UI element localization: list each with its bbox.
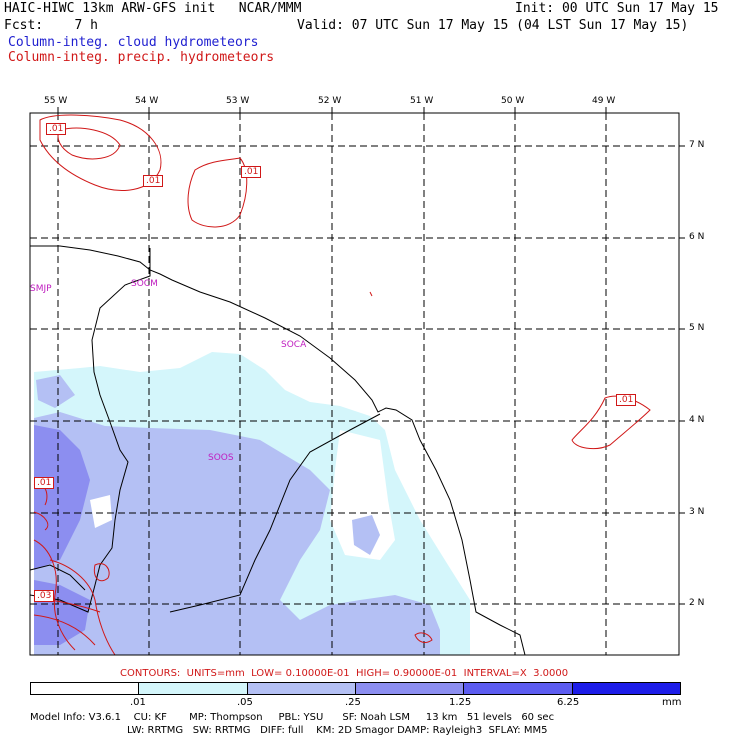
lon-label: 54 W — [135, 96, 159, 106]
lat-label: 6 N — [689, 232, 705, 242]
contour-label: .01 — [46, 123, 67, 135]
color-bin — [355, 683, 465, 694]
map-frame — [29, 112, 680, 656]
model-title: HAIC-HIWC 13km ARW-GFS init NCAR/MMM — [4, 1, 302, 16]
lon-label: 55 W — [44, 96, 68, 106]
contour-label: .01 — [34, 477, 55, 489]
colorbar-level: 6.25 — [557, 697, 580, 708]
precip-contours — [33, 114, 651, 655]
contour-label: .01 — [143, 175, 164, 187]
lat-label: 2 N — [689, 598, 705, 608]
lat-label: 7 N — [689, 140, 705, 150]
valid-time: Valid: 07 UTC Sun 17 May 15 (04 LST Sun … — [297, 18, 689, 33]
colorbar-level: .01 — [130, 697, 146, 708]
colorbar-level: 1.25 — [449, 697, 472, 708]
lat-lon-grid — [30, 113, 679, 655]
lon-label: 49 W — [592, 96, 616, 106]
init-time: Init: 00 UTC Sun 17 May 15 — [515, 1, 719, 16]
cloud-shade-medium — [34, 412, 440, 655]
forecast-hour: Fcst: 7 h — [4, 18, 98, 33]
coastline — [30, 245, 526, 655]
colorbar-level: .05 — [237, 697, 253, 708]
field-label-cloud: Column-integ. cloud hydrometeors — [8, 35, 259, 50]
lon-label: 53 W — [226, 96, 250, 106]
contour-label: .03 — [34, 590, 55, 602]
region-label: SOCA — [281, 340, 307, 350]
model-info: Model Info: V3.6.1 CU: KF MP: Thompson P… — [30, 712, 555, 723]
cloud-shade-dark — [34, 425, 90, 570]
field-label-precip: Column-integ. precip. hydrometeors — [8, 50, 275, 65]
contour-label: .01 — [616, 394, 637, 406]
lon-label: 51 W — [410, 96, 434, 106]
lon-label: 52 W — [318, 96, 342, 106]
contour-label: .01 — [241, 166, 262, 178]
contour-info: CONTOURS: UNITS=mm LOW= 0.10000E-01 HIGH… — [120, 668, 569, 679]
lat-label: 4 N — [689, 415, 705, 425]
model-physics: LW: RRTMG SW: RRTMG DIFF: full KM: 2D Sm… — [127, 725, 548, 736]
color-bin — [572, 683, 680, 694]
color-bin — [247, 683, 356, 694]
color-bin — [464, 683, 573, 694]
region-label: SOOS — [208, 453, 234, 463]
axis-ticks — [57, 107, 685, 605]
lat-label: 3 N — [689, 507, 705, 517]
lat-label: 5 N — [689, 323, 705, 333]
color-bin — [139, 683, 248, 694]
colorbar-level: .25 — [345, 697, 361, 708]
region-label: SMJP — [30, 284, 52, 294]
region-label: SOCM — [131, 279, 158, 289]
lon-label: 50 W — [501, 96, 525, 106]
color-bin — [31, 683, 140, 694]
colorbar-unit: mm — [662, 697, 682, 708]
color-bar — [30, 682, 681, 695]
